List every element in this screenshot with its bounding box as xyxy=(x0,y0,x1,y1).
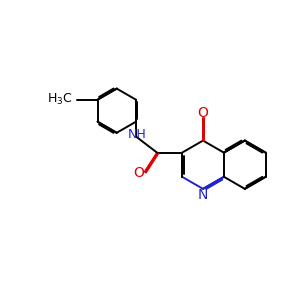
Text: NH: NH xyxy=(128,128,147,142)
Text: O: O xyxy=(198,106,208,120)
Text: N: N xyxy=(198,188,208,202)
Text: O: O xyxy=(133,166,144,180)
Text: H$_3$C: H$_3$C xyxy=(47,92,73,107)
